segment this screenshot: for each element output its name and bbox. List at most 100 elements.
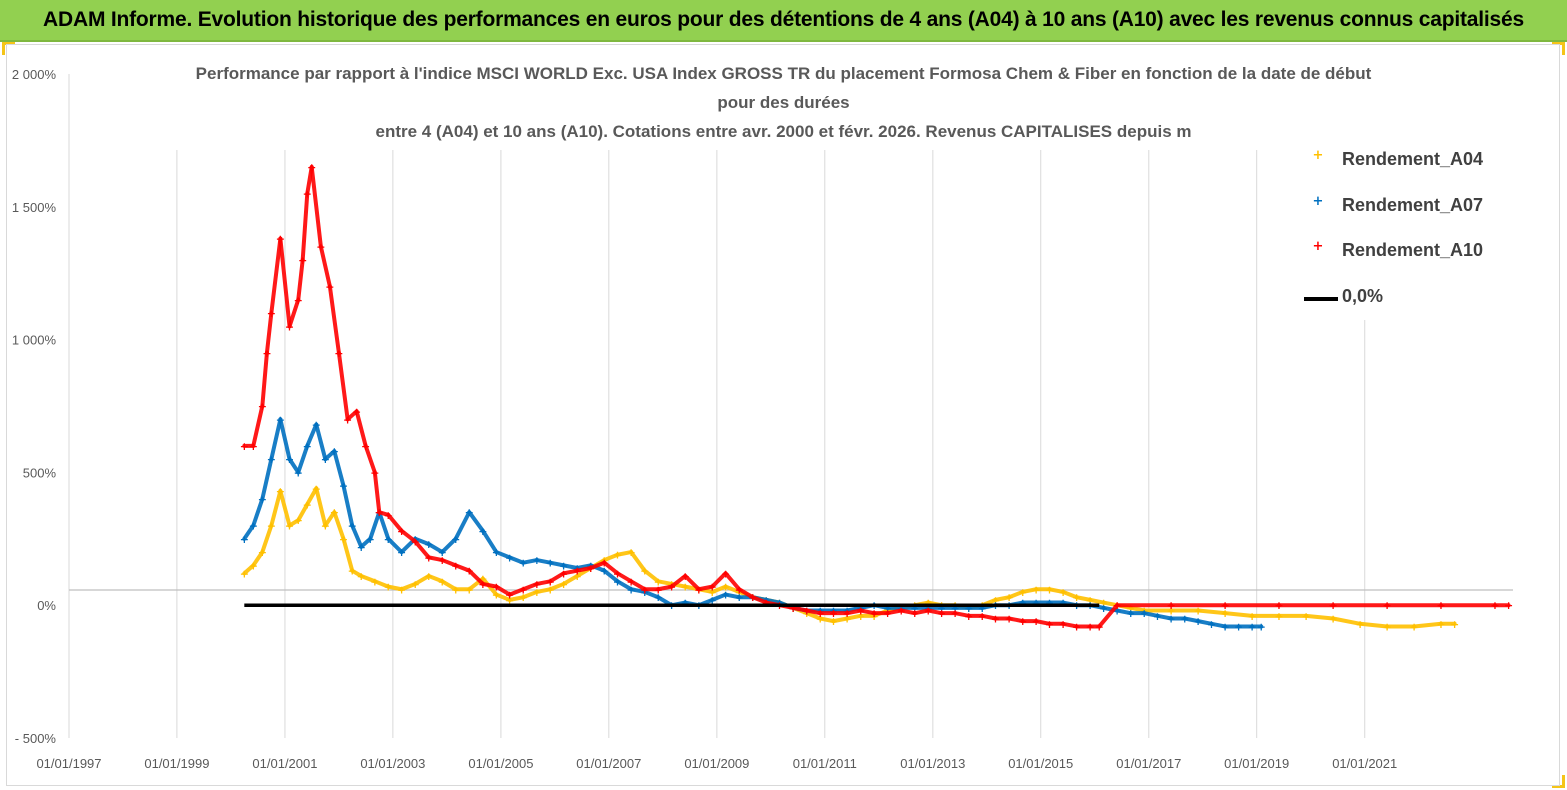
- point-trail: [296, 257, 305, 302]
- point-trail: [480, 581, 499, 589]
- point-trail: [251, 404, 265, 448]
- chart-title-line-1: Performance par rapport à l'indice MSCI …: [195, 64, 1372, 83]
- point-trail: [980, 613, 998, 621]
- point-trail: [341, 483, 355, 528]
- point-trail: [1047, 587, 1066, 594]
- point-trail: [548, 571, 566, 584]
- point-trail: [1101, 600, 1120, 608]
- y-tick-label: 1 000%: [12, 333, 57, 348]
- point-trail: [480, 528, 499, 555]
- point-trail: [1196, 619, 1214, 626]
- point-trail: [269, 236, 283, 316]
- point-trail: [332, 449, 346, 488]
- point-trail: [372, 470, 382, 515]
- x-tick-label: 01/01/2007: [576, 756, 641, 771]
- point-trail: [521, 581, 539, 592]
- point-trail: [723, 584, 742, 594]
- point-trail: [642, 589, 661, 600]
- plus-marker-icon: +: [1312, 148, 1324, 163]
- point-trail: [1182, 616, 1201, 624]
- x-tick-label: 01/01/2011: [793, 756, 857, 771]
- legend-label-a04: Rendement_A04: [1342, 149, 1484, 169]
- point-trail: [953, 611, 971, 618]
- point-trail: [845, 605, 863, 613]
- x-tick-label: 01/01/2017: [1116, 756, 1181, 771]
- point-trail: [1088, 597, 1106, 605]
- point-trail: [269, 488, 283, 528]
- y-tick-label: 2 000%: [12, 67, 57, 82]
- point-trail: [296, 502, 310, 523]
- y-tick-label: - 500%: [15, 731, 57, 746]
- point-trail: [521, 558, 539, 565]
- series-rendement-a04: ++++++++++++++++++++++++++++++++++++++++…: [240, 482, 1460, 633]
- point-trail: [314, 486, 328, 528]
- point-trail: [440, 536, 458, 555]
- point-trail: [993, 595, 1012, 602]
- line-marker-icon: [1304, 297, 1338, 301]
- chart-legend: + Rendement_A04 + Rendement_A07 + Rendem…: [1280, 140, 1505, 320]
- chart-title-line-2: pour des durées: [717, 93, 850, 112]
- point-trail: [1223, 611, 1255, 618]
- x-tick-label: 01/01/2013: [900, 756, 965, 771]
- point-trail: [656, 579, 674, 586]
- point-trail: [341, 536, 355, 573]
- point-trail: [242, 563, 256, 576]
- point-trail: [1061, 589, 1079, 600]
- point-trail: [377, 510, 391, 541]
- point-trail: [561, 563, 580, 571]
- point-trail: [669, 573, 688, 589]
- legend-label-zero: 0,0%: [1342, 286, 1384, 306]
- point-trail: [440, 579, 458, 592]
- point-trail: [354, 409, 368, 448]
- point-trail: [1209, 621, 1228, 629]
- point-trail: [260, 350, 269, 408]
- point-trail: [629, 579, 647, 592]
- point-trail: [845, 613, 863, 621]
- point-trail: [737, 587, 755, 600]
- point-trail: [615, 571, 634, 584]
- y-axis-tick-labels: - 500% 0% 500% 1 000% 1 500% 2 000%: [12, 67, 57, 746]
- point-trail: [413, 539, 431, 560]
- point-trail: [350, 523, 364, 549]
- corner-mark-top-right: [1552, 42, 1565, 55]
- point-trail: [710, 571, 728, 589]
- x-tick-label: 01/01/2001: [252, 756, 317, 771]
- point-trail: [750, 595, 769, 605]
- point-trail: [629, 587, 647, 594]
- legend-item-zero: 0,0%: [1280, 283, 1505, 313]
- point-trail: [575, 566, 593, 573]
- point-trail: [494, 592, 512, 602]
- point-trail: [305, 486, 319, 507]
- data-point: +: [1450, 618, 1459, 631]
- point-trail: [399, 528, 418, 544]
- point-trail: [912, 608, 931, 616]
- point-trail: [858, 608, 877, 616]
- point-trail: [426, 573, 445, 584]
- x-tick-label: 01/01/1999: [144, 756, 209, 771]
- x-tick-label: 01/01/2019: [1224, 756, 1289, 771]
- point-trail: [831, 616, 850, 624]
- point-trail: [278, 488, 292, 528]
- point-trail: [1128, 605, 1147, 613]
- point-trail: [1020, 587, 1039, 594]
- y-tick-label: 500%: [23, 465, 57, 480]
- point-trail: [1412, 621, 1444, 629]
- point-trail: [588, 560, 607, 571]
- data-point: +: [1257, 620, 1266, 633]
- plus-marker-icon: +: [1312, 194, 1324, 209]
- y-tick-label: 1 500%: [12, 200, 57, 215]
- plus-marker-icon: +: [1312, 239, 1324, 254]
- point-trail: [656, 584, 674, 592]
- point-trail: [521, 589, 539, 600]
- point-trail: [467, 568, 485, 586]
- x-tick-label: 01/01/2009: [684, 756, 749, 771]
- point-trail: [260, 457, 274, 501]
- point-trail: [494, 550, 512, 560]
- point-trail: [615, 550, 634, 557]
- point-trail: [534, 579, 553, 586]
- point-trail: [507, 555, 526, 565]
- point-trail: [251, 550, 265, 568]
- point-trail: [1034, 619, 1052, 626]
- point-trail: [845, 608, 863, 616]
- point-trail: [363, 443, 377, 475]
